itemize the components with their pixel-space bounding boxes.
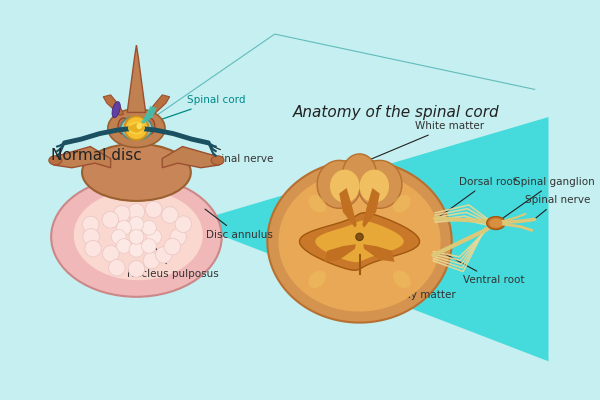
Text: Disc annulus: Disc annulus	[205, 209, 272, 240]
Ellipse shape	[359, 170, 389, 203]
Text: Spinal ganglion: Spinal ganglion	[498, 176, 595, 222]
Circle shape	[116, 239, 131, 253]
Text: Dorsal root: Dorsal root	[436, 176, 517, 220]
Circle shape	[356, 233, 363, 240]
Circle shape	[129, 216, 144, 231]
Ellipse shape	[330, 170, 359, 203]
Text: Gray matter: Gray matter	[389, 255, 455, 300]
Circle shape	[147, 230, 161, 244]
Circle shape	[155, 246, 172, 263]
Circle shape	[129, 242, 144, 257]
Polygon shape	[128, 124, 145, 133]
Circle shape	[85, 240, 101, 257]
Text: Nucleus pulposus: Nucleus pulposus	[127, 246, 219, 279]
Polygon shape	[103, 95, 124, 115]
Circle shape	[175, 216, 191, 232]
Circle shape	[113, 205, 130, 222]
Ellipse shape	[308, 195, 326, 212]
Circle shape	[102, 212, 119, 228]
Circle shape	[170, 228, 187, 245]
Circle shape	[83, 228, 100, 245]
Polygon shape	[299, 213, 419, 270]
Ellipse shape	[358, 160, 402, 208]
Ellipse shape	[393, 195, 411, 212]
Polygon shape	[149, 95, 170, 115]
Circle shape	[103, 245, 119, 262]
Ellipse shape	[74, 190, 203, 280]
Ellipse shape	[487, 216, 505, 230]
Ellipse shape	[343, 154, 376, 191]
Circle shape	[116, 220, 131, 235]
Text: White matter: White matter	[358, 121, 484, 165]
Ellipse shape	[317, 160, 361, 208]
Circle shape	[109, 260, 125, 276]
Circle shape	[161, 207, 178, 223]
Ellipse shape	[82, 144, 191, 201]
Circle shape	[142, 239, 157, 253]
Circle shape	[143, 252, 160, 269]
Circle shape	[112, 230, 126, 244]
Circle shape	[82, 216, 99, 233]
Polygon shape	[53, 146, 110, 168]
Polygon shape	[363, 244, 395, 262]
Ellipse shape	[51, 177, 221, 297]
Polygon shape	[127, 45, 146, 112]
Polygon shape	[268, 160, 452, 323]
Circle shape	[142, 220, 157, 235]
Text: Spinal nerve: Spinal nerve	[526, 195, 591, 220]
Ellipse shape	[121, 116, 152, 140]
Text: Spinal nerve: Spinal nerve	[194, 138, 274, 164]
Ellipse shape	[128, 122, 145, 134]
Text: Anatomy of the spinal cord: Anatomy of the spinal cord	[293, 105, 500, 120]
Circle shape	[128, 204, 145, 220]
Circle shape	[124, 116, 148, 140]
Ellipse shape	[490, 218, 502, 228]
Polygon shape	[278, 172, 440, 312]
Circle shape	[136, 124, 142, 129]
Polygon shape	[362, 188, 380, 228]
Text: Normal disc: Normal disc	[50, 148, 142, 163]
Polygon shape	[315, 221, 404, 262]
Circle shape	[145, 201, 162, 218]
Ellipse shape	[308, 270, 326, 288]
Ellipse shape	[393, 270, 411, 288]
Ellipse shape	[118, 118, 129, 134]
Polygon shape	[325, 244, 356, 262]
Ellipse shape	[108, 109, 165, 148]
Polygon shape	[339, 188, 357, 228]
Ellipse shape	[112, 102, 121, 118]
Text: Ventral root: Ventral root	[445, 254, 524, 285]
Circle shape	[164, 238, 181, 255]
Circle shape	[128, 260, 145, 277]
Polygon shape	[189, 117, 548, 361]
Polygon shape	[141, 106, 157, 124]
Text: Spinal cord: Spinal cord	[152, 96, 245, 122]
Ellipse shape	[211, 156, 224, 165]
Polygon shape	[162, 146, 220, 168]
Ellipse shape	[49, 156, 62, 165]
Ellipse shape	[144, 118, 155, 134]
Circle shape	[129, 230, 144, 244]
